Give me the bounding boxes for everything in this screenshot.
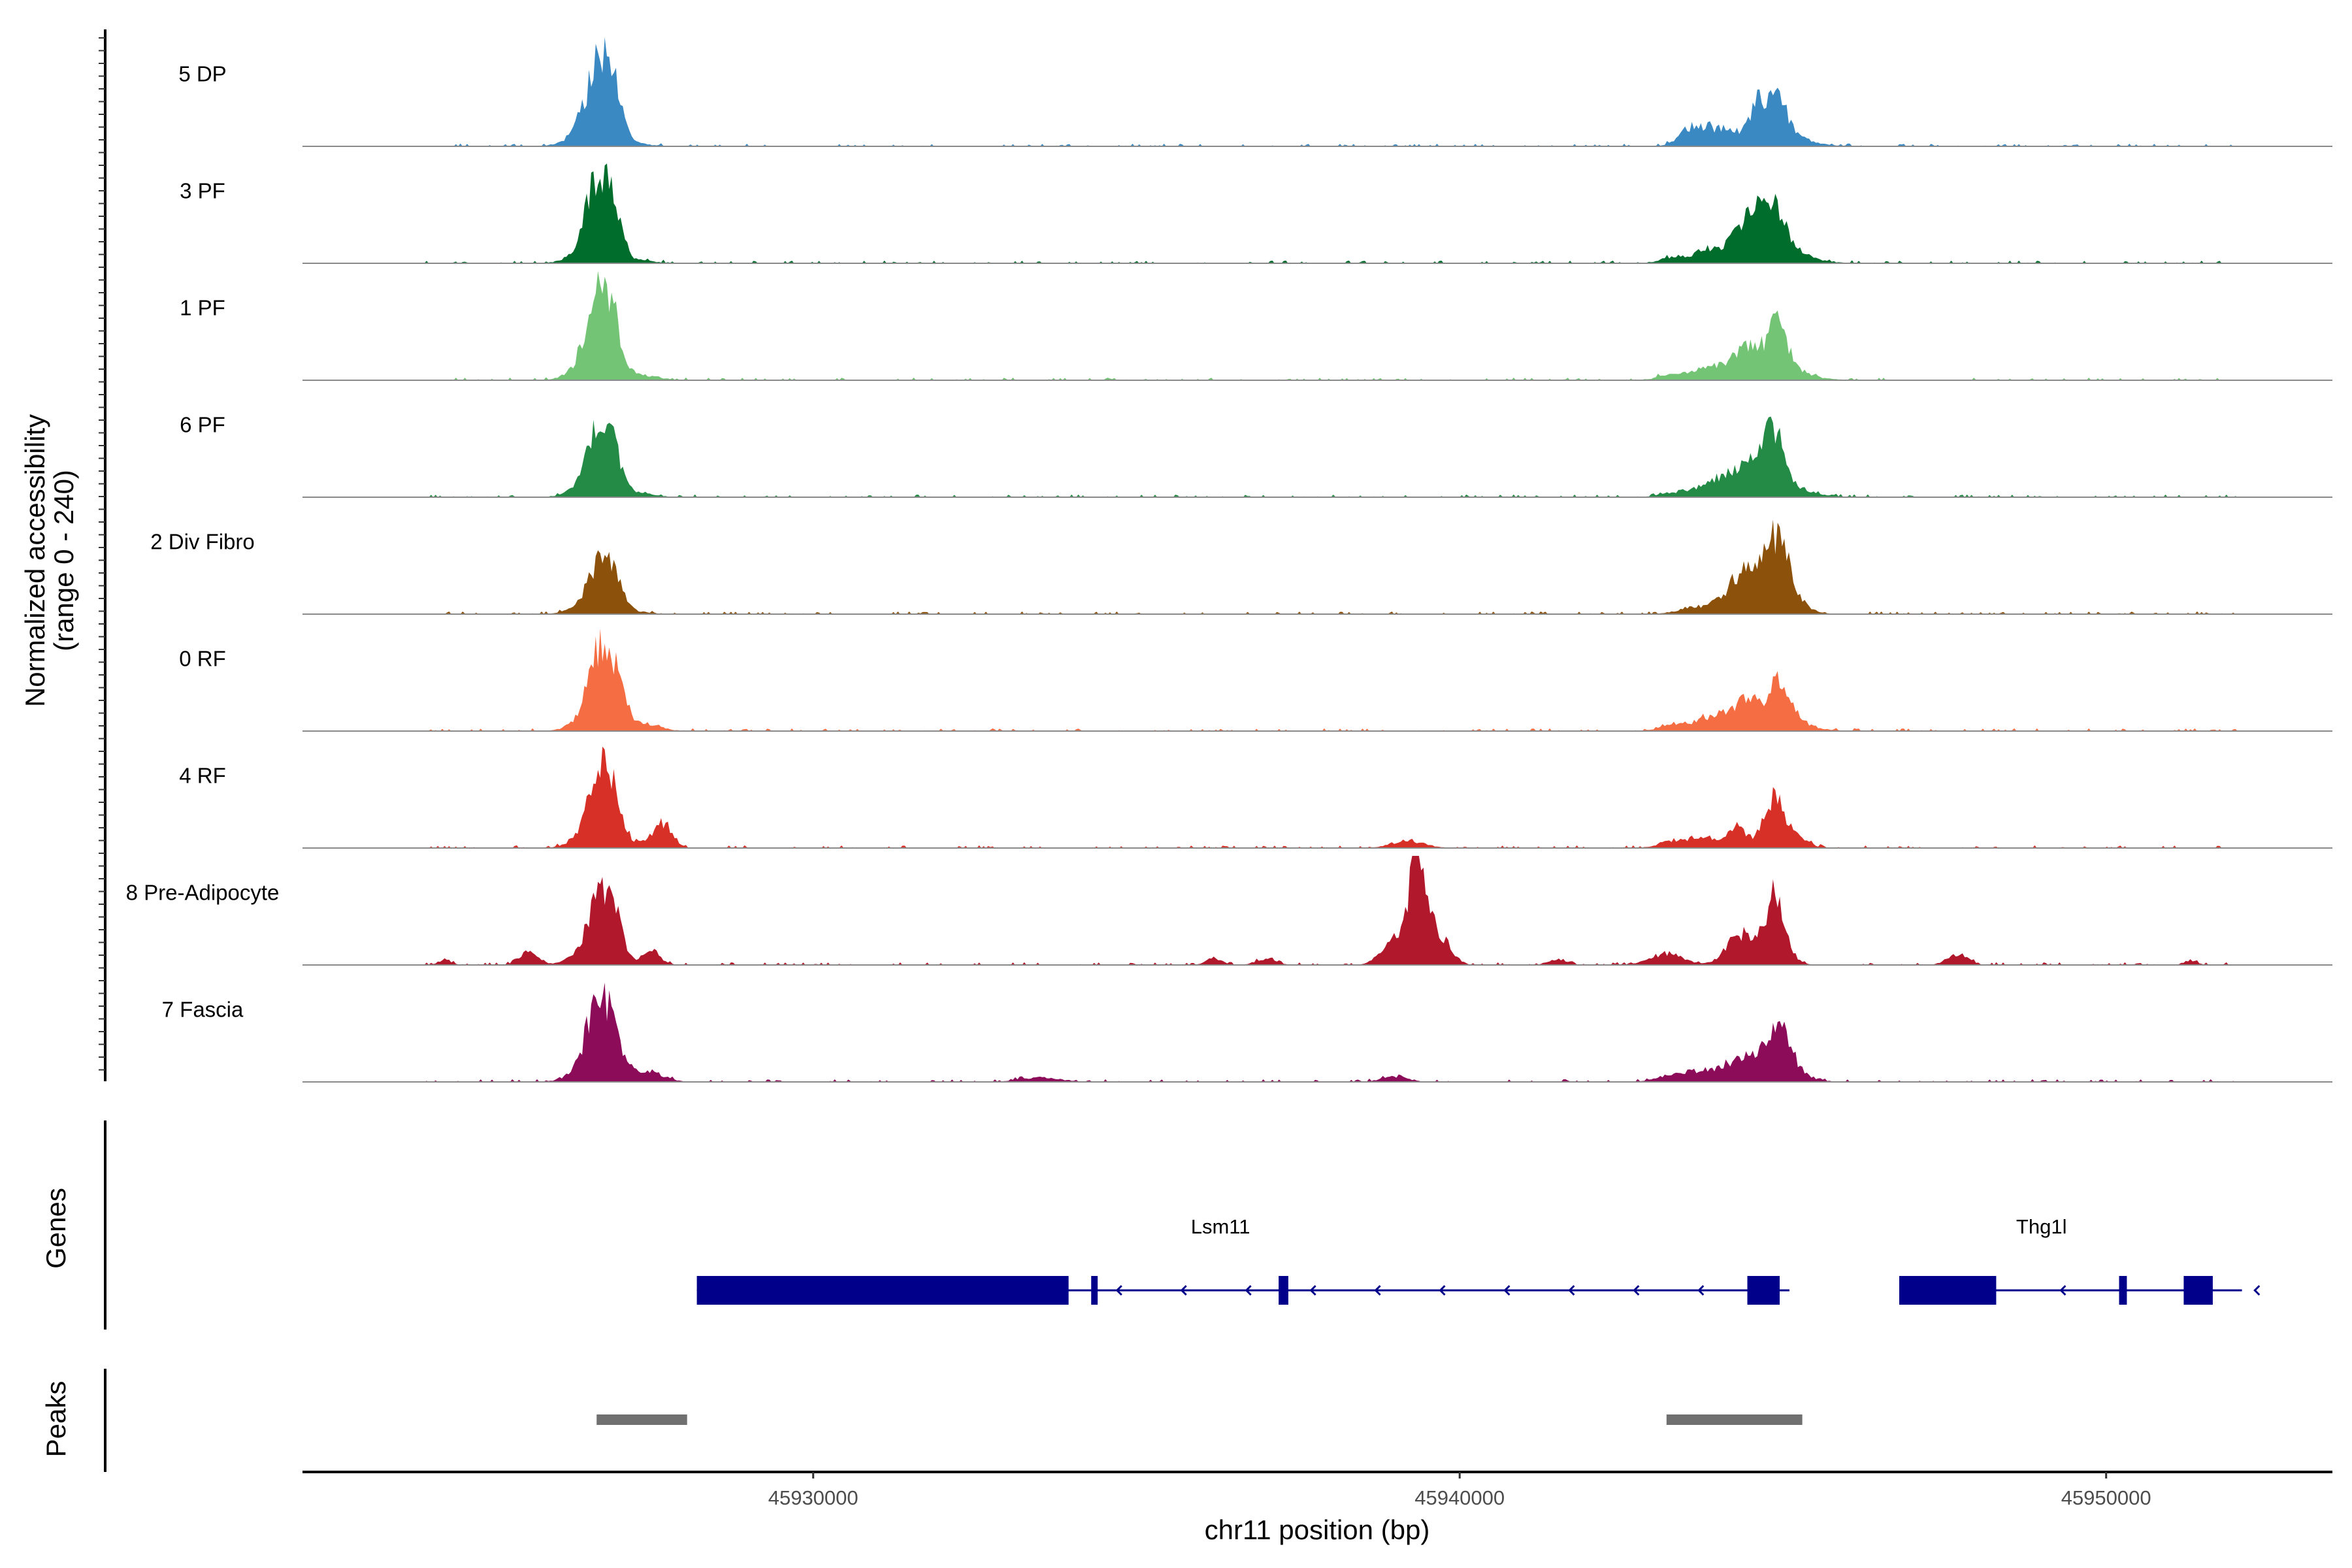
strand-arrow — [1180, 1284, 1187, 1296]
gene-exon — [1279, 1276, 1288, 1305]
coverage-area — [302, 746, 2332, 848]
track-label: 5 DP — [178, 62, 226, 86]
track-label: 1 PF — [180, 296, 225, 320]
gene-exon — [1899, 1276, 1997, 1305]
x-tick-label: 45950000 — [2061, 1486, 2151, 1509]
track-0-rf: 0 RF — [179, 629, 2332, 732]
genes-panel-title: Genes — [41, 1188, 71, 1269]
gene-exon — [2119, 1276, 2127, 1305]
track-8-pre-adipocyte: 8 Pre-Adipocyte — [126, 856, 2332, 966]
coverage-area — [302, 629, 2332, 731]
peaks-panel-title: Peaks — [41, 1381, 71, 1458]
genes-track: Lsm11 Thg1l — [696, 1215, 2261, 1305]
track-4-rf: 4 RF — [179, 746, 2332, 849]
track-label: 4 RF — [179, 764, 226, 788]
strand-arrow — [1697, 1284, 1705, 1296]
x-axis-ticks: 45930000 45940000 45950000 — [768, 1472, 2151, 1509]
gene-lsm11: Lsm11 — [696, 1215, 1789, 1305]
peaks-track — [596, 1414, 1803, 1425]
track-label: 3 PF — [180, 179, 225, 203]
track-6-pf: 6 PF — [180, 413, 2332, 498]
coverage-area — [302, 37, 2332, 146]
gene-label: Thg1l — [2016, 1215, 2067, 1238]
coverage-area — [302, 163, 2332, 263]
peak-region — [1666, 1414, 1803, 1425]
gene-exon — [696, 1276, 1069, 1305]
gene-exon — [1747, 1276, 1780, 1305]
track-label: 0 RF — [179, 647, 226, 671]
gene-thg1l: Thg1l — [1899, 1215, 2261, 1305]
coverage-area — [302, 519, 2332, 614]
track-7-fascia: 7 Fascia — [162, 982, 2332, 1083]
x-tick-label: 45940000 — [1414, 1486, 1505, 1509]
track-label: 6 PF — [180, 413, 225, 437]
strand-arrow — [2059, 1284, 2066, 1296]
strand-arrow — [1633, 1284, 1640, 1296]
coverage-area — [302, 856, 2332, 965]
coverage-tracks: 5 DP 3 PF 1 PF 6 PF 2 Div Fibro 0 RF 4 RF 8 Pre… — [126, 37, 2332, 1083]
strand-arrow — [1115, 1284, 1122, 1296]
coverage-y-axis-ticks — [99, 37, 105, 1071]
x-axis-title: chr11 position (bp) — [1205, 1514, 1430, 1545]
track-2-div-fibro: 2 Div Fibro — [150, 519, 2332, 615]
strand-arrow — [1374, 1284, 1381, 1296]
strand-arrow — [1245, 1284, 1252, 1296]
y-axis-title-line1: Normalized accessibility — [20, 414, 50, 707]
track-label: 2 Div Fibro — [150, 530, 255, 554]
y-axis-title-line2: (range 0 - 240) — [48, 470, 79, 651]
coverage-area — [302, 416, 2332, 497]
track-label: 8 Pre-Adipocyte — [126, 881, 280, 905]
track-1-pf: 1 PF — [180, 271, 2332, 381]
track-label: 7 Fascia — [162, 998, 244, 1022]
gene-exon — [2183, 1276, 2213, 1305]
track-5-dp: 5 DP — [178, 37, 2332, 147]
coverage-area — [302, 271, 2332, 380]
strand-arrow — [1568, 1284, 1575, 1296]
track-3-pf: 3 PF — [180, 163, 2332, 264]
peak-region — [596, 1414, 687, 1425]
gene-label: Lsm11 — [1191, 1215, 1250, 1238]
gene-exon — [1091, 1276, 1098, 1305]
x-tick-label: 45930000 — [768, 1486, 858, 1509]
y-axis-title-group: Normalized accessibility (range 0 - 240) — [20, 414, 79, 707]
strand-arrow — [2253, 1284, 2261, 1296]
strand-arrow — [1503, 1284, 1511, 1296]
coverage-area — [302, 982, 2332, 1082]
strand-arrow — [1439, 1284, 1446, 1296]
strand-arrow — [1309, 1284, 1316, 1296]
